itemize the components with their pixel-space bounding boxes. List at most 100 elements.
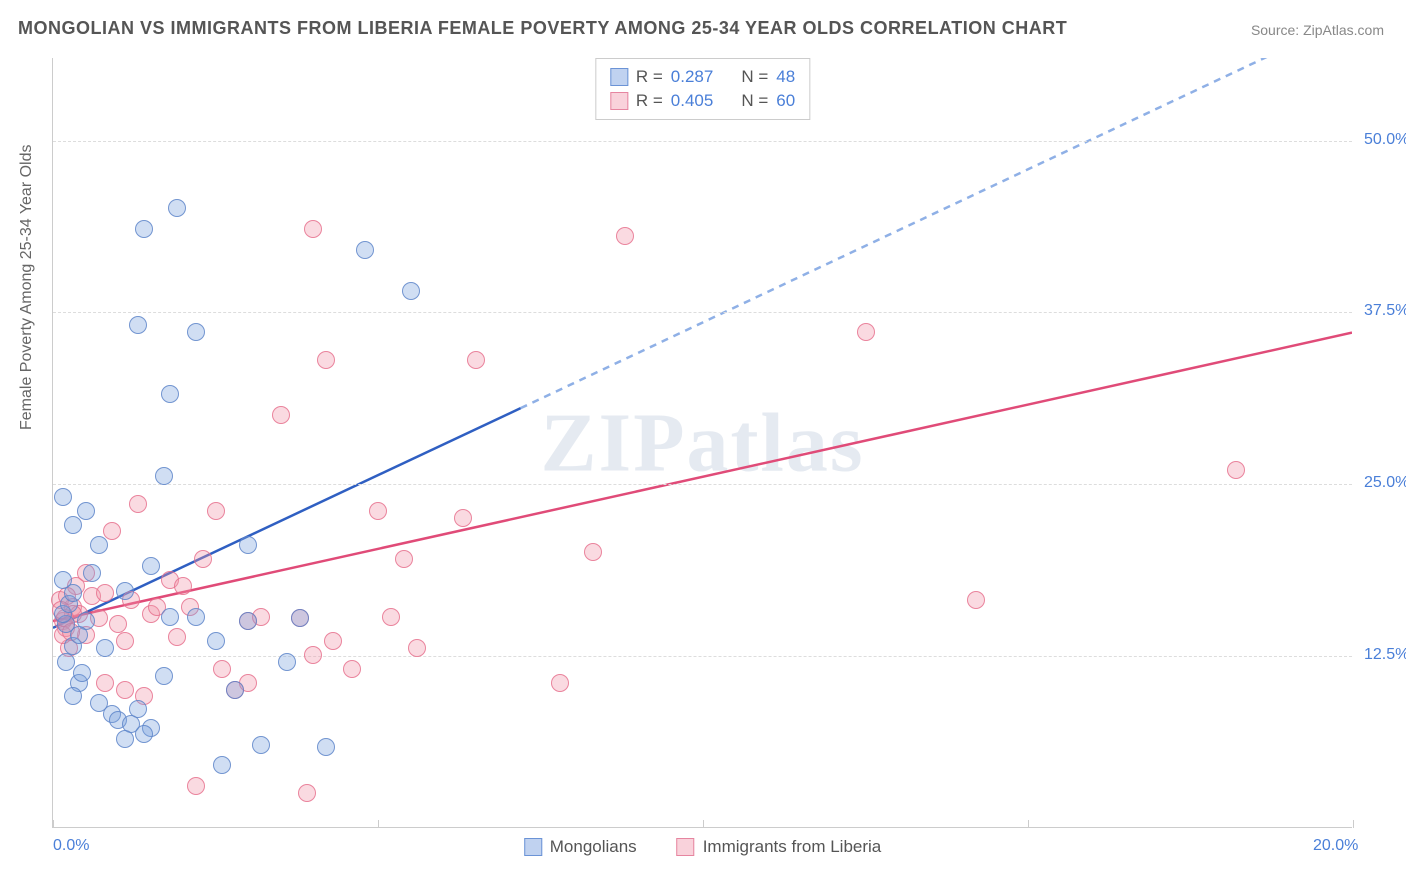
data-point: [194, 550, 212, 568]
stats-row-pink: R = 0.405 N = 60: [610, 89, 795, 113]
chart-title: MONGOLIAN VS IMMIGRANTS FROM LIBERIA FEM…: [18, 18, 1067, 39]
y-tick-label: 25.0%: [1364, 474, 1406, 492]
data-point: [356, 241, 374, 259]
data-point: [584, 543, 602, 561]
data-point: [174, 577, 192, 595]
data-point: [324, 632, 342, 650]
stats-legend-box: R = 0.287 N = 48 R = 0.405 N = 60: [595, 58, 810, 120]
swatch-pink-icon: [677, 838, 695, 856]
data-point: [402, 282, 420, 300]
data-point: [272, 406, 290, 424]
data-point: [239, 536, 257, 554]
data-point: [187, 608, 205, 626]
stats-row-blue: R = 0.287 N = 48: [610, 65, 795, 89]
swatch-blue-icon: [610, 68, 628, 86]
data-point: [103, 522, 121, 540]
n-label: N =: [741, 67, 768, 87]
data-point: [369, 502, 387, 520]
data-point: [70, 626, 88, 644]
data-point: [187, 777, 205, 795]
data-point: [77, 502, 95, 520]
data-point: [129, 316, 147, 334]
data-point: [454, 509, 472, 527]
data-point: [207, 502, 225, 520]
n-label: N =: [741, 91, 768, 111]
data-point: [54, 571, 72, 589]
data-point: [239, 612, 257, 630]
data-point: [298, 784, 316, 802]
y-axis-label: Female Poverty Among 25-34 Year Olds: [18, 145, 36, 431]
x-tick-label: 20.0%: [1313, 837, 1358, 855]
data-point: [395, 550, 413, 568]
series-legend: Mongolians Immigrants from Liberia: [524, 837, 882, 857]
data-point: [213, 660, 231, 678]
data-point: [64, 687, 82, 705]
data-point: [467, 351, 485, 369]
data-point: [57, 653, 75, 671]
data-point: [857, 323, 875, 341]
n-value-pink: 60: [776, 91, 795, 111]
data-point: [967, 591, 985, 609]
legend-item-pink: Immigrants from Liberia: [677, 837, 882, 857]
data-point: [96, 674, 114, 692]
data-point: [129, 495, 147, 513]
data-point: [382, 608, 400, 626]
data-point: [343, 660, 361, 678]
data-point: [161, 608, 179, 626]
data-point: [90, 536, 108, 554]
data-point: [317, 738, 335, 756]
r-label: R =: [636, 67, 663, 87]
y-tick-label: 12.5%: [1364, 646, 1406, 664]
data-point: [1227, 461, 1245, 479]
data-point: [96, 584, 114, 602]
trend-lines: [53, 58, 1352, 827]
data-point: [252, 736, 270, 754]
data-point: [207, 632, 225, 650]
data-point: [83, 564, 101, 582]
y-tick-label: 37.5%: [1364, 302, 1406, 320]
data-point: [304, 220, 322, 238]
watermark: ZIPatlas: [540, 394, 864, 491]
data-point: [551, 674, 569, 692]
data-point: [616, 227, 634, 245]
data-point: [304, 646, 322, 664]
swatch-pink-icon: [610, 92, 628, 110]
data-point: [155, 667, 173, 685]
legend-label-blue: Mongolians: [550, 837, 637, 857]
plot-area: ZIPatlas 12.5%25.0%37.5%50.0%0.0%20.0% R…: [52, 58, 1352, 828]
data-point: [109, 615, 127, 633]
data-point: [73, 664, 91, 682]
legend-item-blue: Mongolians: [524, 837, 637, 857]
data-point: [135, 220, 153, 238]
r-label: R =: [636, 91, 663, 111]
y-tick-label: 50.0%: [1364, 131, 1406, 149]
data-point: [168, 628, 186, 646]
r-value-pink: 0.405: [671, 91, 714, 111]
data-point: [116, 632, 134, 650]
data-point: [116, 681, 134, 699]
legend-label-pink: Immigrants from Liberia: [703, 837, 882, 857]
data-point: [129, 700, 147, 718]
data-point: [168, 199, 186, 217]
r-value-blue: 0.287: [671, 67, 714, 87]
source-attribution: Source: ZipAtlas.com: [1251, 22, 1384, 38]
data-point: [64, 516, 82, 534]
data-point: [161, 385, 179, 403]
data-point: [54, 488, 72, 506]
data-point: [135, 725, 153, 743]
data-point: [226, 681, 244, 699]
data-point: [142, 557, 160, 575]
data-point: [291, 609, 309, 627]
data-point: [116, 730, 134, 748]
data-point: [213, 756, 231, 774]
data-point: [278, 653, 296, 671]
n-value-blue: 48: [776, 67, 795, 87]
data-point: [155, 467, 173, 485]
data-point: [317, 351, 335, 369]
data-point: [116, 582, 134, 600]
data-point: [187, 323, 205, 341]
swatch-blue-icon: [524, 838, 542, 856]
data-point: [408, 639, 426, 657]
x-tick-label: 0.0%: [53, 837, 89, 855]
data-point: [96, 639, 114, 657]
